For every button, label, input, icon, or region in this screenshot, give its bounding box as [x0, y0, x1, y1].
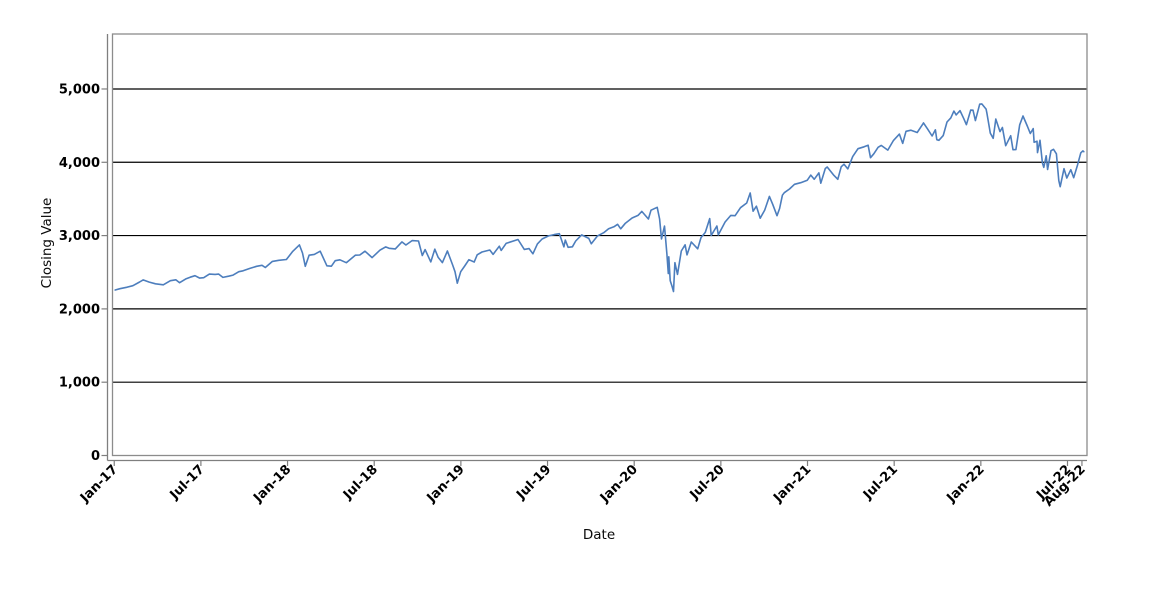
x-tick-label: Jan-22: [944, 462, 988, 506]
x-tick-label: Jan-19: [424, 462, 468, 506]
x-tick-label: Jul-17: [167, 462, 208, 503]
y-tick-label: 4,000: [59, 156, 100, 171]
plot-border: [111, 33, 1088, 457]
x-tick-label: Jan-20: [597, 462, 641, 506]
x-tick-label: Jul-20: [687, 462, 728, 503]
x-tick-label: Jul-18: [340, 462, 381, 503]
x-tick-label: Jan-17: [77, 462, 121, 506]
y-tick-label: 0: [91, 449, 100, 464]
y-tick-label: 1,000: [59, 376, 100, 391]
y-tick-label: 2,000: [59, 302, 100, 317]
y-tick-label: 3,000: [59, 229, 100, 244]
x-tick-label: Jan-18: [250, 462, 294, 506]
x-tick-label: Jul-19: [513, 462, 554, 503]
y-tick-label: 5,000: [59, 82, 100, 97]
y-axis-title: Closing Value: [39, 197, 55, 289]
x-axis-title: Date: [582, 527, 616, 543]
x-tick-label: Jul-21: [860, 462, 901, 503]
x-tick-label: Jan-21: [770, 462, 814, 506]
series-line: [114, 103, 1085, 293]
